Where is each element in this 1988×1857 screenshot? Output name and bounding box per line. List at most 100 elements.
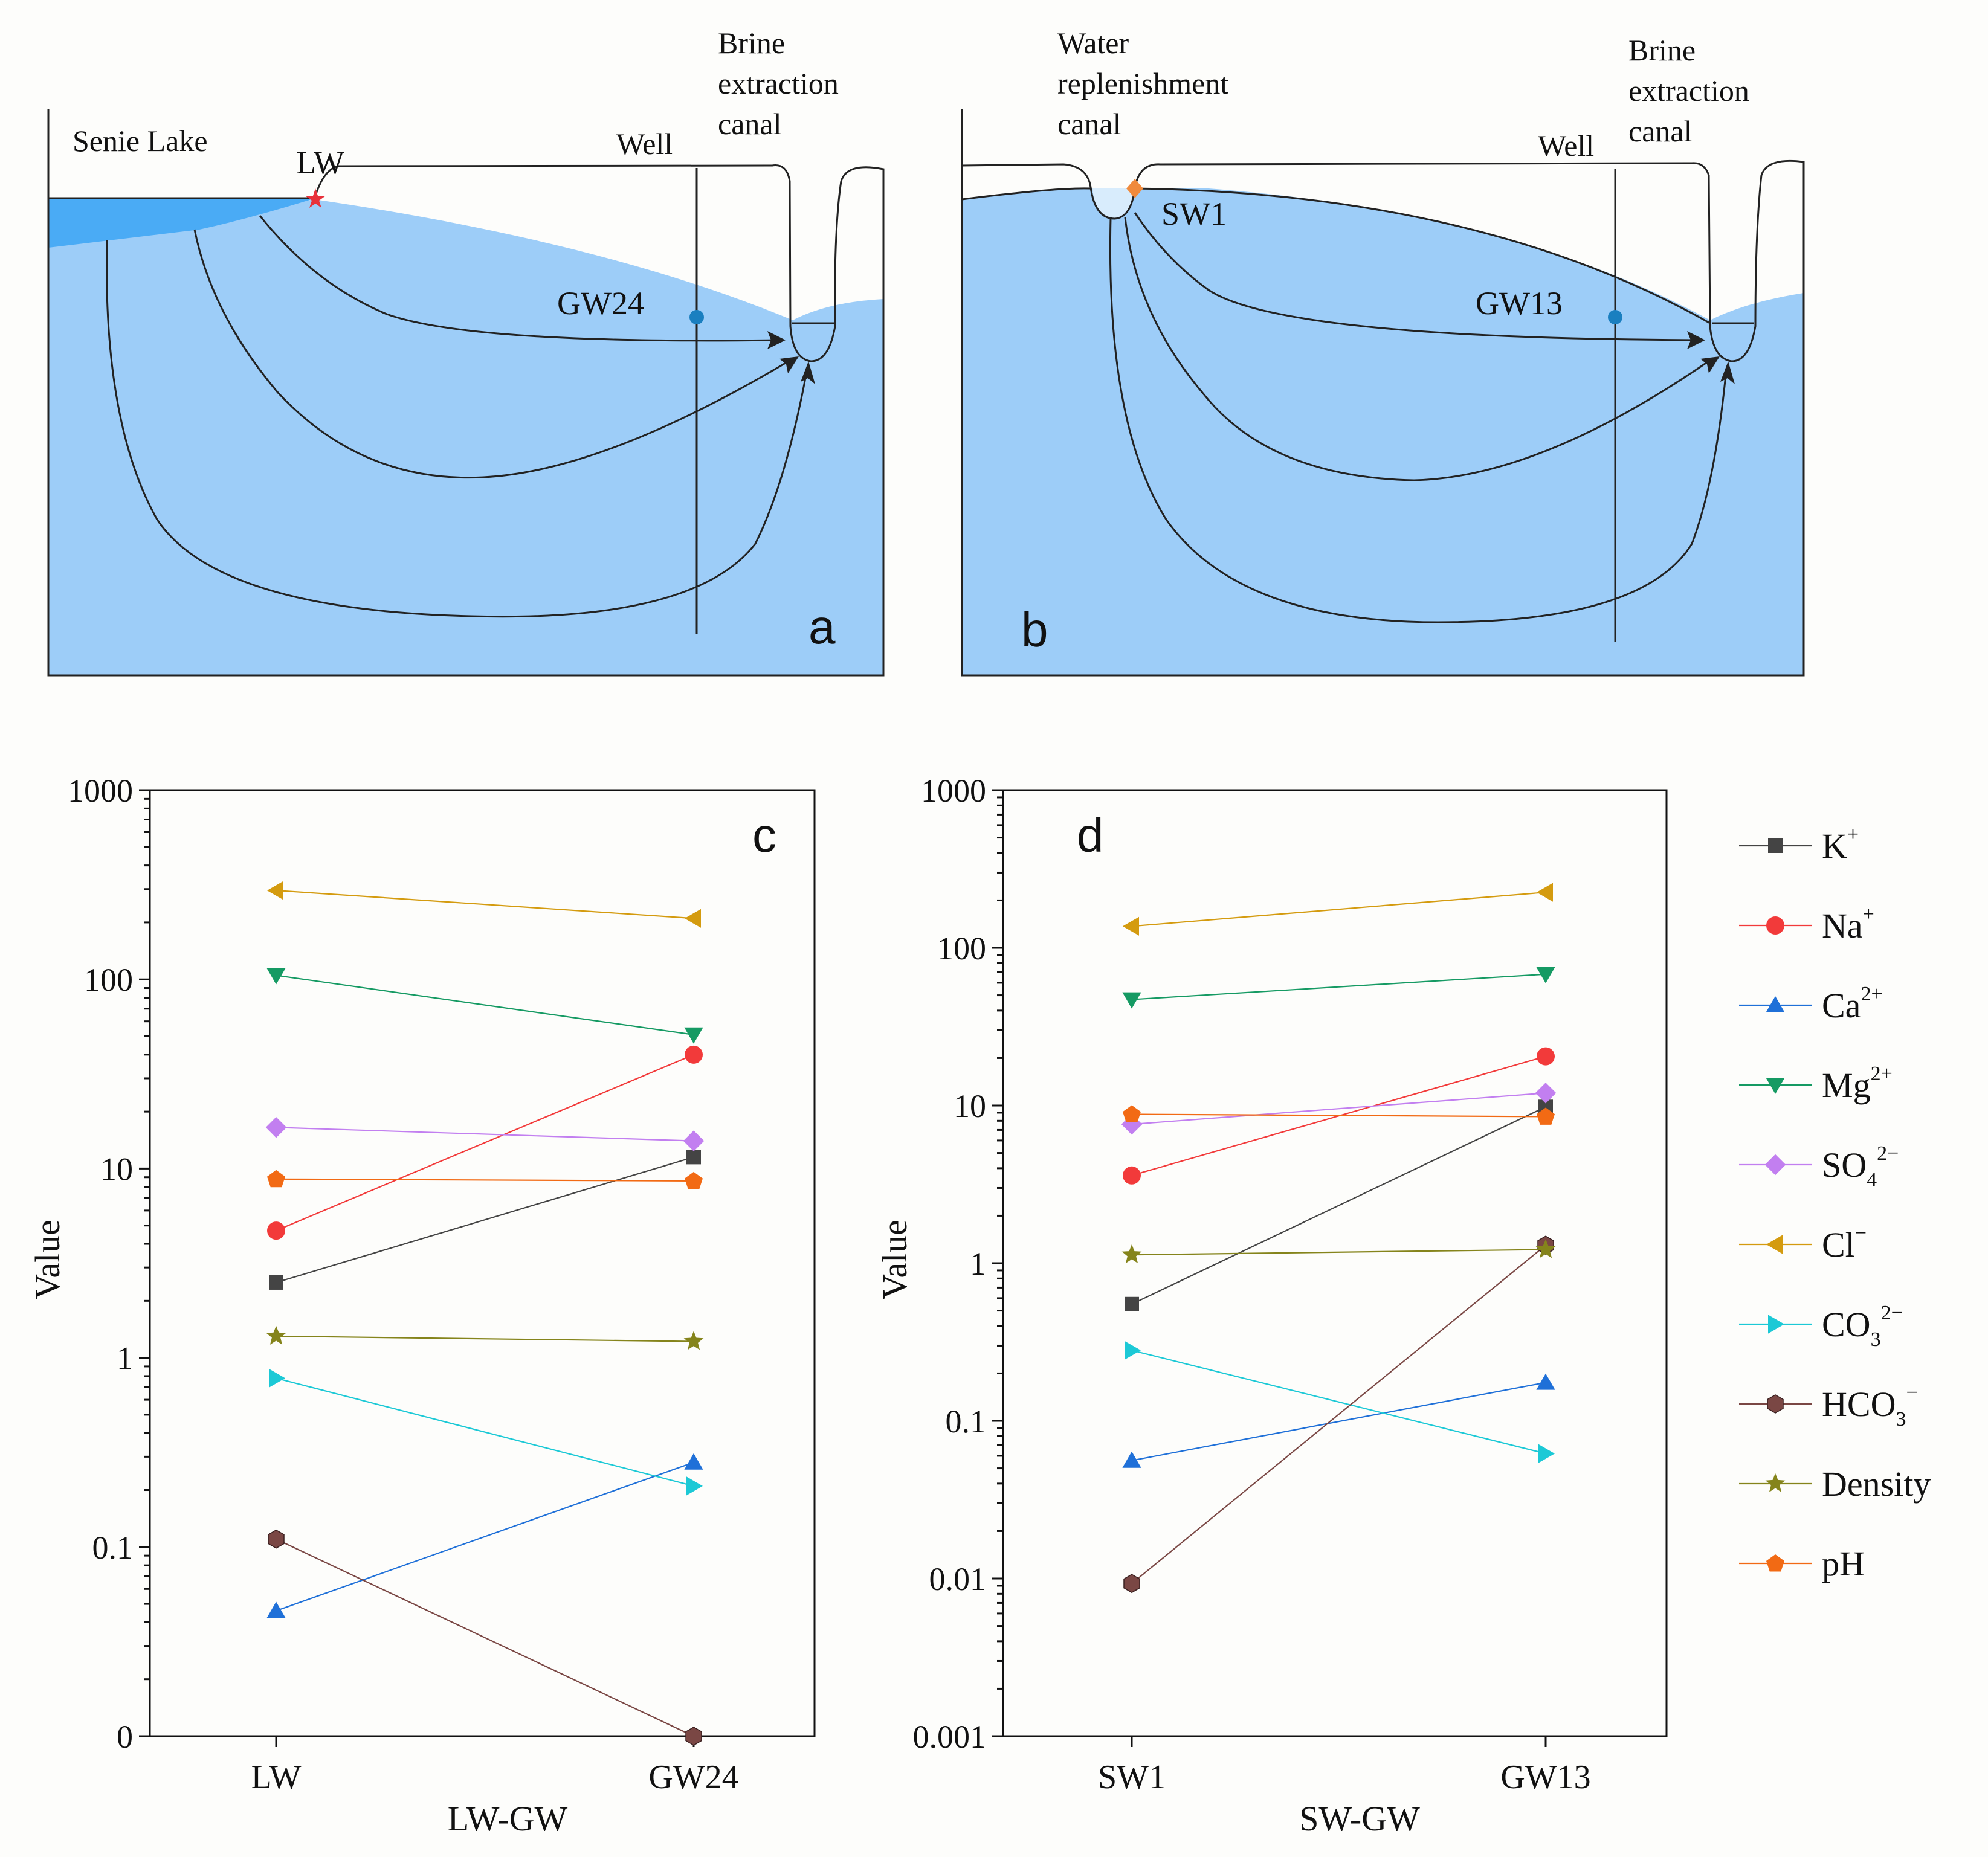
aquifer-b [962,188,1804,675]
series-line-ph [1131,1113,1546,1118]
legend-label: Na+ [1822,903,1874,945]
sw1-label: SW1 [1161,196,1227,232]
legend: K+ Na+ Ca2+ Mg2+ SO42− Cl− CO32− HCO3− Density pH [1739,823,1931,1583]
series-d-mg2 [1122,967,1555,1009]
data-point-ca2-lw [266,1601,286,1618]
series-c-density [266,1325,704,1350]
series-line-ca2 [276,1461,694,1612]
legend-label: Mg2+ [1822,1063,1893,1105]
gw13-point [1608,310,1622,324]
series-c-ca2 [266,1453,703,1618]
gw13-label: GW13 [1476,285,1563,321]
data-point-mg2-sw1 [1122,992,1141,1009]
series-c-na [267,1045,703,1240]
series-line-mg2 [276,974,694,1035]
data-point-ca2-gw24 [684,1453,703,1470]
data-point-na-sw1 [1123,1166,1141,1185]
data-point-ph-gw24 [685,1171,703,1189]
data-point-ph-sw1 [1123,1105,1141,1122]
y-tick-label-c: 0 [117,1719,133,1755]
y-tick-label-c: 0.1 [92,1530,134,1566]
canal-label-a-3: canal [718,107,781,141]
legend-marker-co32 [1768,1315,1784,1334]
flow-path-a3 [106,240,807,618]
series-d-density [1121,1239,1556,1264]
series-c-cl [267,881,701,928]
plot-frame-d [1002,789,1668,1737]
data-point-co32-gw24 [686,1476,703,1496]
series-line-co32 [276,1377,694,1487]
series-c-so42 [265,1117,705,1151]
data-point-density-sw1 [1121,1244,1142,1264]
data-point-density-gw13 [1535,1239,1556,1258]
data-point-ca2-sw1 [1122,1451,1141,1468]
legend-item-k: K+ [1739,823,1859,866]
y-axis-title-d: Value [875,1220,914,1299]
panel-letter-d: d [1077,808,1104,862]
series-c-co32 [269,1368,703,1496]
plot-frame-c [149,789,816,1737]
data-point-so42-gw13 [1535,1083,1557,1104]
y-ticks-c: 0 0.1 1 10 100 1000 LW GW24 [68,773,739,1796]
series-line-so42 [1131,1092,1546,1125]
replenish-label-2: replenishment [1057,66,1228,100]
legend-item-ph: pH [1739,1544,1865,1583]
series-line-hco3 [1131,1244,1546,1585]
water-table-b [961,187,1091,201]
legend-item-mg2: Mg2+ [1739,1063,1893,1105]
series-c-ph [267,1170,703,1189]
sample-lw-star-icon [305,188,326,208]
legend-marker-cl [1766,1235,1783,1254]
panel-letter-c: c [752,808,776,862]
data-point-hco3-sw1 [1123,1574,1140,1594]
x-axis-title-c: LW-GW [448,1799,568,1838]
well-label-b: Well [1538,129,1594,163]
ground-surface-a [47,109,885,677]
arrowhead-icon [1687,331,1705,349]
x-tick-label-sw1: SW1 [1098,1759,1166,1796]
legend-marker-density [1765,1473,1786,1492]
data-point-k-lw [269,1275,283,1290]
series-c-hco3 [268,1529,702,1746]
y-tick-label-d: 0.001 [913,1719,987,1755]
lw-label: LW [296,144,344,181]
data-point-k-sw1 [1125,1296,1139,1311]
x-tick-label-lw: LW [251,1759,302,1796]
canal-label-b-3: canal [1628,114,1692,148]
series-line-cl [276,889,694,919]
x-tick-label-gw24: GW24 [648,1759,738,1796]
legend-marker-ca2 [1766,996,1785,1012]
series-d-ph [1123,1105,1555,1125]
data-point-cl-gw24 [685,909,701,928]
lake-label: Senie Lake [73,124,208,158]
series-line-ca2 [1131,1382,1546,1461]
y-axis-title-c: Value [28,1220,67,1299]
canal-label-b-1: Brine [1628,33,1696,67]
panel-a: Senie Lake LW Well GW24 Brine extraction… [47,26,885,677]
y-tick-label-d: 1000 [921,773,986,809]
legend-item-hco3: HCO3− [1739,1382,1918,1431]
series-d-hco3 [1123,1235,1554,1594]
aquifer-a [48,199,883,675]
chart-c: 0 0.1 1 10 100 1000 LW GW24 c LW-GW Value [28,773,816,1838]
legend-item-density: Density [1739,1464,1931,1504]
data-point-cl-sw1 [1123,916,1139,936]
legend-label: K+ [1822,823,1859,866]
y-tick-label-c: 1000 [68,773,133,809]
data-point-cl-gw13 [1537,883,1553,902]
arrowhead-icon [1720,361,1735,384]
legend-label: Density [1822,1464,1931,1504]
data-point-co32-sw1 [1125,1340,1141,1360]
legend-label: Ca2+ [1822,983,1883,1025]
data-point-k-gw24 [686,1150,701,1165]
series-d [1121,883,1557,1594]
series-line-na [276,1054,694,1232]
series-line-density [276,1335,694,1342]
gw24-point [689,310,704,324]
data-point-ca2-gw13 [1536,1373,1555,1390]
x-tick-label-gw13: GW13 [1500,1759,1590,1796]
data-point-cl-lw [267,881,283,900]
x-axis-title-d: SW-GW [1299,1799,1420,1838]
legend-marker-ph [1766,1554,1784,1572]
